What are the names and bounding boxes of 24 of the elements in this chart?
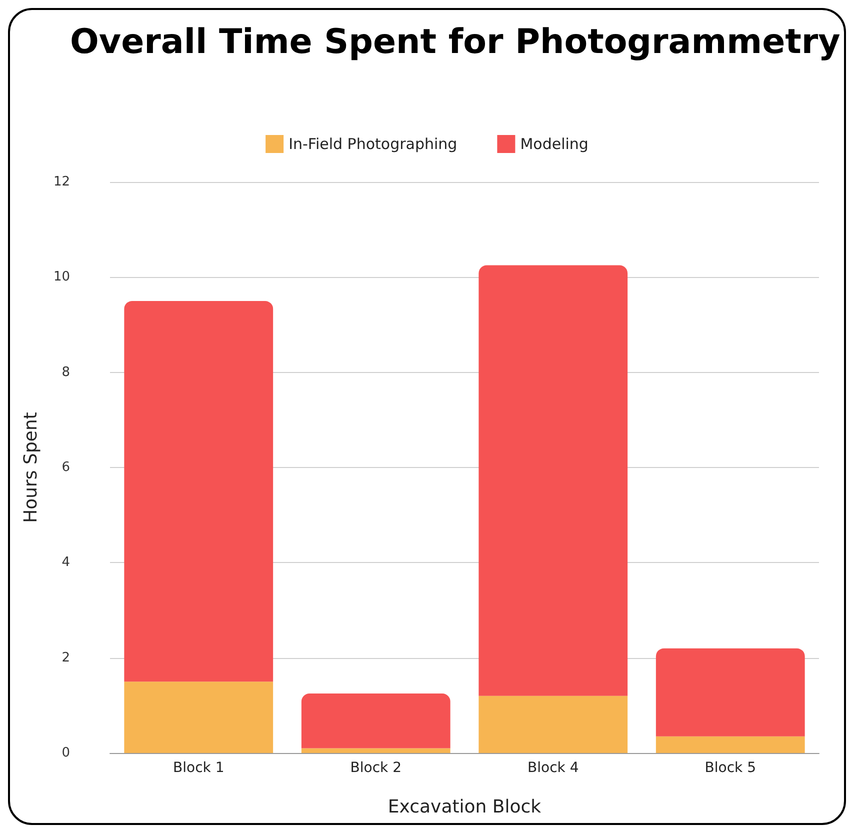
y-tick-label: 8 <box>62 364 70 380</box>
bar <box>656 648 805 736</box>
x-tick-label: Block 1 <box>173 760 224 776</box>
bar <box>124 682 274 753</box>
bar <box>478 696 628 753</box>
bar <box>301 694 450 748</box>
y-tick-label: 2 <box>62 650 70 666</box>
y-tick-label: 0 <box>62 746 70 760</box>
legend-label: In-Field Photographing <box>288 135 458 153</box>
chart-title: Overall Time Spent for Photogrammetry <box>70 22 840 62</box>
y-tick-label: 6 <box>62 460 70 475</box>
y-axis-title: Hours Spent <box>20 412 42 523</box>
y-tick-label: 10 <box>53 270 70 285</box>
x-tick-label: Block 2 <box>350 760 402 776</box>
x-tick-label: Block 5 <box>704 760 756 776</box>
x-axis-title: Excavation Block <box>388 796 542 818</box>
y-tick-label: 4 <box>62 555 70 570</box>
bar <box>301 748 450 753</box>
legend-label: Modeling <box>520 135 588 153</box>
bar <box>124 300 274 682</box>
y-tick-label: 12 <box>53 174 70 190</box>
bar <box>656 736 805 753</box>
x-tick-label: Block 4 <box>528 760 579 776</box>
bar <box>478 265 628 696</box>
